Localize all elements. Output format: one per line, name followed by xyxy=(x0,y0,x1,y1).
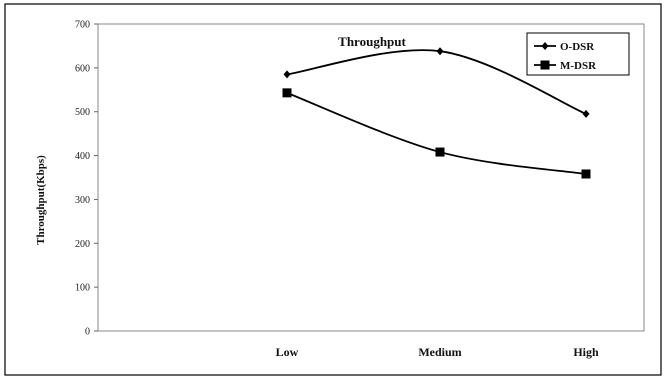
y-tick-label: 600 xyxy=(75,63,90,74)
y-axis: 0 100 200 300 400 500 600 700 xyxy=(75,20,98,338)
legend-label: O-DSR xyxy=(560,41,595,53)
data-point xyxy=(283,70,291,79)
x-tick-label: Low xyxy=(276,345,299,359)
series-m-dsr xyxy=(282,88,591,179)
y-tick-label: 300 xyxy=(75,195,90,206)
data-point xyxy=(581,169,591,179)
chart-title: Throughput xyxy=(338,34,406,49)
legend: O-DSR M-DSR xyxy=(526,32,630,76)
y-tick-label: 100 xyxy=(75,283,90,294)
data-point xyxy=(435,147,445,157)
x-tick-label: Medium xyxy=(418,345,461,359)
data-point xyxy=(436,47,444,56)
y-tick-label: 400 xyxy=(75,151,90,162)
x-axis: Low Medium High xyxy=(276,345,599,359)
legend-marker xyxy=(541,42,549,50)
x-tick-label: High xyxy=(573,345,599,359)
y-tick-label: 0 xyxy=(85,327,90,338)
y-tick-label: 500 xyxy=(75,107,90,118)
y-axis-title: Throughput(Kbps) xyxy=(35,155,47,245)
legend-label: M-DSR xyxy=(560,60,597,72)
data-point xyxy=(582,109,590,118)
y-tick-label: 200 xyxy=(75,239,90,250)
data-point xyxy=(282,88,292,98)
series-layer xyxy=(282,47,591,179)
legend-marker xyxy=(540,60,550,70)
y-tick-label: 700 xyxy=(75,20,90,31)
series-o-dsr xyxy=(283,47,590,118)
